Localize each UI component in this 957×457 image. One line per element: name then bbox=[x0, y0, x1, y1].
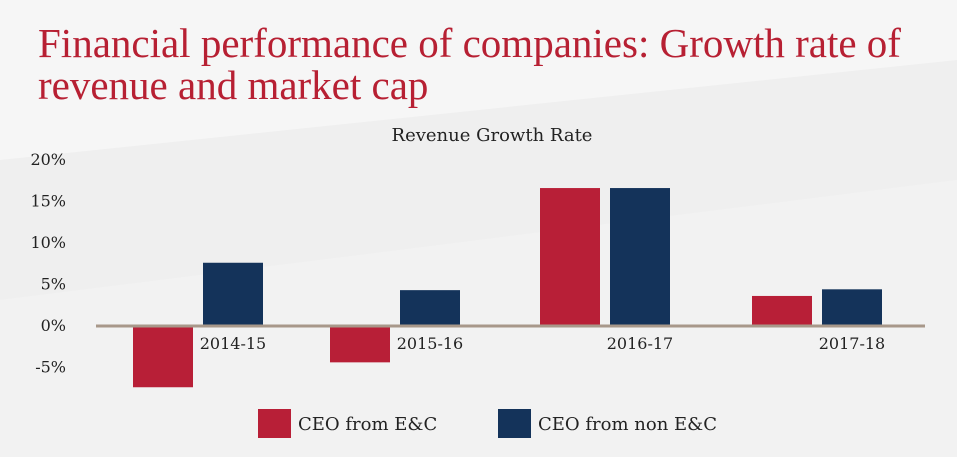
legend-swatch bbox=[498, 409, 531, 438]
bar-ceo-non-ec bbox=[610, 188, 670, 325]
page-title-line-2: revenue and market cap bbox=[38, 62, 429, 108]
y-tick-label: 5% bbox=[41, 275, 66, 294]
x-tick-label: 2015-16 bbox=[397, 334, 463, 353]
bar-ceo-ec bbox=[330, 325, 390, 363]
bar-ceo-ec bbox=[752, 295, 812, 325]
bar-ceo-non-ec bbox=[822, 289, 882, 325]
y-tick-label: 20% bbox=[30, 150, 66, 169]
legend-label: CEO from non E&C bbox=[538, 414, 717, 435]
page-title-line-1: Financial performance of companies: Grow… bbox=[38, 20, 901, 66]
x-tick-label: 2014-15 bbox=[200, 334, 266, 353]
bar-ceo-non-ec bbox=[400, 290, 460, 325]
x-tick-label: 2017-18 bbox=[819, 334, 885, 353]
y-tick-label: 10% bbox=[30, 233, 66, 252]
y-tick-label: -5% bbox=[35, 358, 66, 377]
bar-ceo-ec bbox=[133, 325, 193, 388]
chart-title: Revenue Growth Rate bbox=[392, 125, 593, 146]
bar-ceo-ec bbox=[540, 188, 600, 325]
x-tick-label: 2016-17 bbox=[607, 334, 673, 353]
legend-label: CEO from E&C bbox=[298, 414, 437, 435]
y-tick-label: 15% bbox=[30, 192, 66, 211]
page-title: Financial performance of companies: Grow… bbox=[38, 22, 938, 106]
bar-ceo-non-ec bbox=[203, 262, 263, 325]
legend-swatch bbox=[258, 409, 291, 438]
y-tick-label: 0% bbox=[41, 316, 66, 335]
